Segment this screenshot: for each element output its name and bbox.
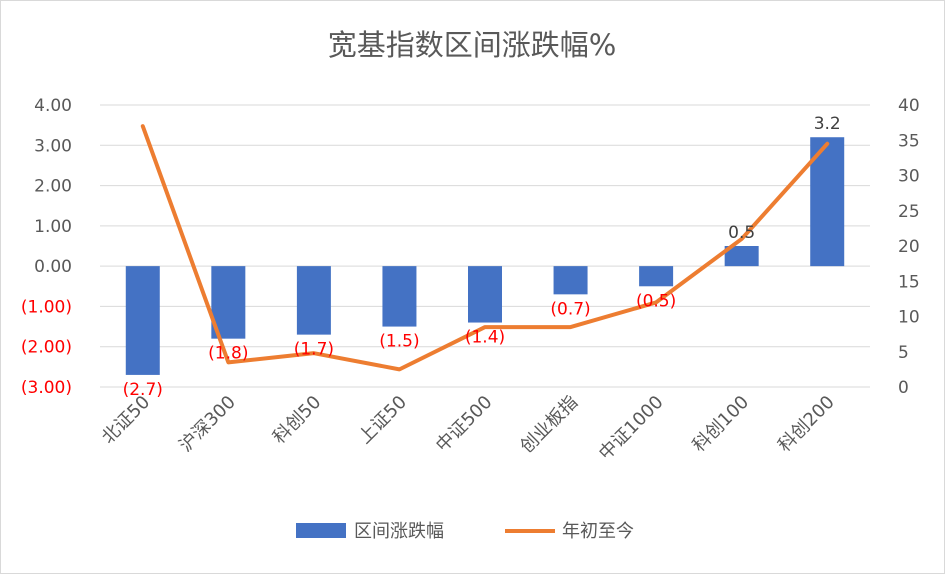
bar — [296, 266, 331, 335]
left-tick-label: (3.00) — [21, 378, 72, 398]
bar — [639, 266, 674, 287]
category-label: 中证500 — [432, 392, 497, 457]
right-tick-label: 0 — [898, 378, 909, 398]
bar-data-label: (1.8) — [208, 344, 248, 364]
data-labels: (2.7) (1.8) (1.7) (1.5) (1.4) (0.7) (0.5) 0.5 3.… — [123, 114, 841, 400]
right-tick-label: 25 — [898, 202, 920, 222]
bar-data-label: (1.7) — [294, 340, 334, 360]
category-label: 科创100 — [689, 392, 754, 457]
left-tick-label: 2.00 — [34, 177, 72, 197]
bar — [553, 266, 588, 295]
bar — [468, 266, 502, 323]
legend: 区间涨跌幅 年初至今 — [296, 521, 634, 542]
bar — [724, 246, 759, 267]
bar-data-label: (0.5) — [636, 291, 676, 311]
right-tick-label: 35 — [898, 131, 920, 151]
left-tick-label: 3.00 — [34, 136, 72, 156]
bar-series — [125, 137, 845, 375]
legend-label-bar: 区间涨跌幅 — [354, 521, 444, 542]
right-tick-label: 10 — [898, 308, 920, 328]
category-label: 上证50 — [354, 392, 411, 449]
right-tick-label: 30 — [898, 167, 920, 187]
category-label: 创业板指 — [516, 392, 582, 458]
bar-data-label: (0.7) — [550, 299, 590, 319]
right-tick-label: 40 — [898, 96, 920, 116]
right-axis-ticks: 40 35 30 25 20 15 10 5 0 — [898, 96, 920, 398]
category-label: 科创200 — [774, 392, 839, 457]
bar-data-label: (2.7) — [123, 380, 163, 400]
bar-data-label: (1.5) — [379, 332, 419, 352]
category-axis-labels: 北证50 沪深300 科创50 上证50 中证500 创业板指 中证1000 科创100 科创2… — [98, 392, 839, 465]
bar-data-label: (1.4) — [465, 328, 505, 348]
category-label: 中证1000 — [595, 392, 668, 465]
legend-label-line: 年初至今 — [562, 521, 634, 542]
right-tick-label: 15 — [898, 272, 920, 292]
category-label: 北证50 — [98, 392, 155, 449]
right-tick-label: 5 — [898, 343, 909, 363]
category-label: 沪深300 — [175, 392, 240, 457]
bar-data-label: 0.5 — [728, 223, 755, 243]
bar — [382, 266, 417, 327]
bar — [125, 266, 160, 375]
bar-data-label: 3.2 — [814, 114, 841, 134]
legend-swatch-bar — [296, 523, 346, 538]
left-tick-label: 0.00 — [34, 257, 72, 277]
right-tick-label: 20 — [898, 237, 920, 257]
left-axis-ticks: 4.00 3.00 2.00 1.00 0.00 (1.00) (2.00) (3.00) — [21, 96, 72, 398]
left-tick-label: (1.00) — [21, 297, 72, 317]
left-tick-label: 1.00 — [34, 217, 72, 237]
chart-title: 宽基指数区间涨跌幅% — [328, 28, 617, 62]
left-tick-label: (2.00) — [21, 338, 72, 358]
line-series-path — [140, 124, 830, 372]
left-tick-label: 4.00 — [34, 96, 72, 116]
line-series — [140, 124, 830, 372]
category-label: 科创50 — [269, 392, 326, 449]
